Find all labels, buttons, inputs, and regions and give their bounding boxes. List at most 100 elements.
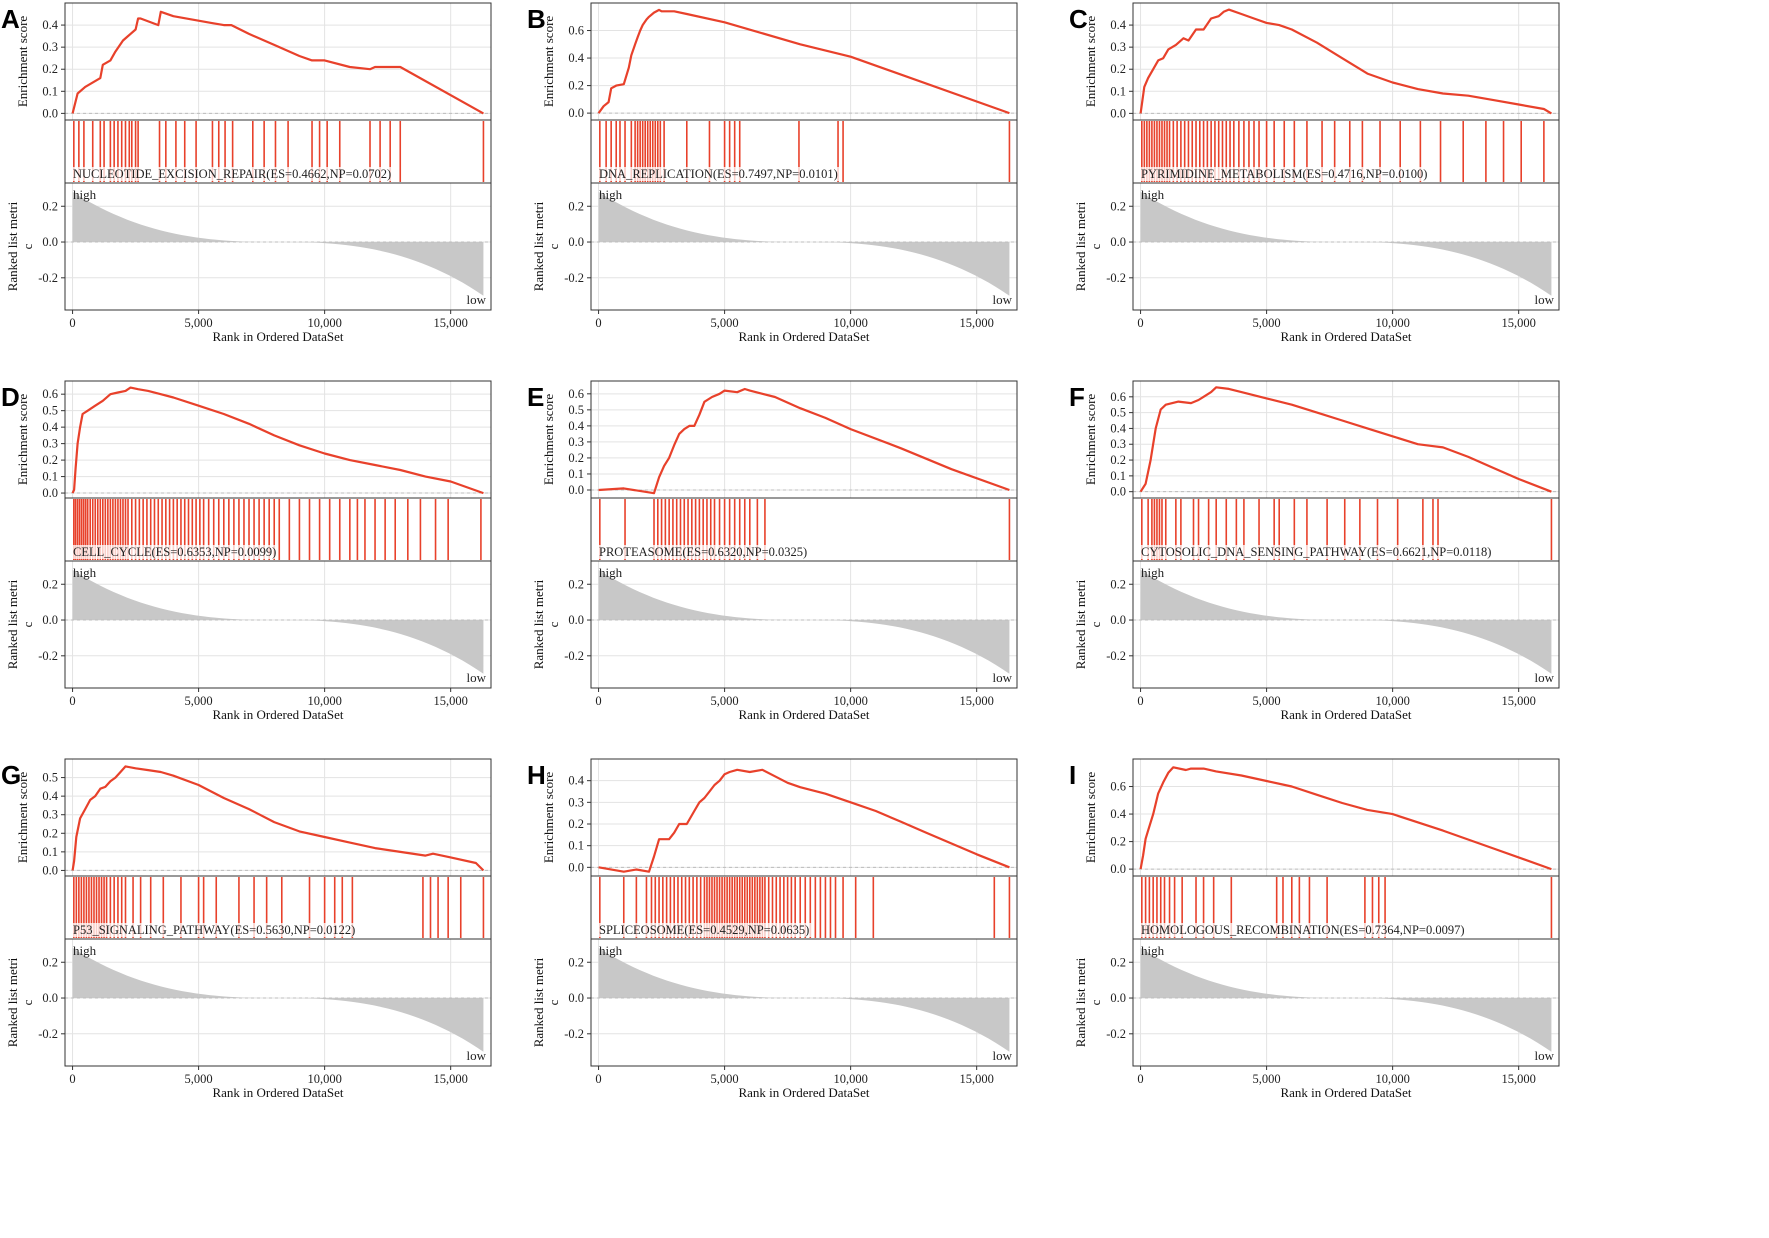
x-tick-label: 5,000 xyxy=(185,1072,213,1086)
y-tick-label: 0.3 xyxy=(42,40,58,54)
enrichment-y-axis-title: Enrichment score xyxy=(541,772,556,864)
y-tick-label: 0.2 xyxy=(1110,835,1126,849)
ranked-y-axis-title-cont: c xyxy=(1088,621,1103,627)
y-tick-label: 0.2 xyxy=(1110,453,1126,467)
x-axis-title: Rank in Ordered DataSet xyxy=(212,707,343,722)
ranked-y-axis-title: Ranked list metri xyxy=(5,201,20,291)
y-tick-label: 0.2 xyxy=(568,451,584,465)
ranked-y-axis-title-cont: c xyxy=(1088,999,1103,1005)
ranked-y-axis-title-cont: c xyxy=(546,999,561,1005)
subplot-frame xyxy=(1132,560,1560,689)
x-tick-label: 10,000 xyxy=(833,1072,867,1086)
ranked-y-axis-title: Ranked list metri xyxy=(5,579,20,669)
metric-y-tick-label: -0.2 xyxy=(564,649,584,663)
ranked-y-axis-title-cont: c xyxy=(546,243,561,249)
y-tick-label: 0.1 xyxy=(42,845,58,859)
enrichment-score-line xyxy=(1139,766,1552,871)
enrichment-score-line xyxy=(71,765,485,872)
ranked-metric-area xyxy=(72,569,484,674)
metric-y-tick-label: 0.2 xyxy=(1110,577,1126,591)
y-tick-label: 0.2 xyxy=(42,62,58,76)
ranked-y-axis-title-cont: c xyxy=(20,621,35,627)
panel-letter: E xyxy=(527,382,545,412)
enrichment-y-axis-title: Enrichment score xyxy=(541,394,556,486)
gsea-panel: PYRIMIDINE_METABOLISM(ES=0.4716,NP=0.010… xyxy=(1073,2,1560,344)
x-tick-label: 10,000 xyxy=(1375,694,1409,708)
ranked-y-axis-title-cont: c xyxy=(20,999,35,1005)
ranked-metric-area xyxy=(72,947,484,1052)
x-tick-label: 0 xyxy=(1137,694,1143,708)
metric-y-tick-label: -0.2 xyxy=(564,271,584,285)
y-tick-label: 0.5 xyxy=(568,403,584,417)
x-tick-label: 15,000 xyxy=(1501,1072,1535,1086)
enrichment-score-line xyxy=(1139,8,1552,115)
gene-set-label: NUCLEOTIDE_EXCISION_REPAIR(ES=0.4662,NP=… xyxy=(73,167,391,181)
y-tick-label: 0.4 xyxy=(1110,18,1126,32)
metric-y-tick-label: -0.2 xyxy=(38,271,58,285)
x-axis-title: Rank in Ordered DataSet xyxy=(1280,1085,1411,1100)
x-tick-label: 5,000 xyxy=(711,1072,739,1086)
x-tick-label: 5,000 xyxy=(711,316,739,330)
subplot-frame xyxy=(590,380,1018,499)
y-tick-label: 0.3 xyxy=(568,435,584,449)
y-tick-label: 0.1 xyxy=(568,839,584,853)
x-tick-label: 10,000 xyxy=(307,694,341,708)
ranked-metric-area xyxy=(72,191,484,296)
low-label: low xyxy=(993,292,1013,307)
high-label: high xyxy=(73,187,97,202)
ranked-metric-area xyxy=(598,569,1010,674)
metric-y-tick-label: 0.2 xyxy=(42,955,58,969)
low-label: low xyxy=(993,670,1013,685)
gene-set-label: CYTOSOLIC_DNA_SENSING_PATHWAY(ES=0.6621,… xyxy=(1141,545,1491,559)
y-tick-label: 0.1 xyxy=(42,84,58,98)
y-tick-label: 0.4 xyxy=(42,18,58,32)
x-tick-label: 0 xyxy=(1137,1072,1143,1086)
metric-y-tick-label: 0.0 xyxy=(42,991,58,1005)
subplot-frame xyxy=(64,938,492,1067)
x-tick-label: 10,000 xyxy=(307,316,341,330)
metric-y-tick-label: -0.2 xyxy=(1106,1027,1126,1041)
x-tick-label: 10,000 xyxy=(1375,316,1409,330)
metric-y-tick-label: 0.2 xyxy=(42,577,58,591)
x-tick-label: 10,000 xyxy=(833,694,867,708)
gene-set-label-bg xyxy=(71,167,394,181)
enrichment-score-line xyxy=(598,768,1010,873)
enrichment-y-axis-title: Enrichment score xyxy=(15,772,30,864)
y-tick-label: 0.4 xyxy=(1110,421,1126,435)
low-label: low xyxy=(467,292,487,307)
ranked-metric-area xyxy=(1140,569,1552,674)
gsea-panel: HOMOLOGOUS_RECOMBINATION(ES=0.7364,NP=0.… xyxy=(1073,758,1560,1100)
ranked-y-axis-title: Ranked list metri xyxy=(1073,579,1088,669)
y-tick-label: 0.6 xyxy=(42,387,58,401)
gene-set-label-bg xyxy=(71,545,279,559)
x-tick-label: 10,000 xyxy=(833,316,867,330)
metric-y-tick-label: -0.2 xyxy=(38,1027,58,1041)
enrichment-score-line xyxy=(1139,386,1552,493)
metric-y-tick-label: 0.2 xyxy=(568,955,584,969)
y-tick-label: 0.0 xyxy=(1110,106,1126,120)
low-label: low xyxy=(467,670,487,685)
x-tick-label: 5,000 xyxy=(185,694,213,708)
y-tick-label: 0.0 xyxy=(1110,485,1126,499)
x-tick-label: 15,000 xyxy=(433,1072,467,1086)
y-tick-label: 0.6 xyxy=(1110,780,1126,794)
enrichment-score-line xyxy=(71,10,484,115)
ranked-metric-area xyxy=(598,947,1010,1052)
gsea-panel: CYTOSOLIC_DNA_SENSING_PATHWAY(ES=0.6621,… xyxy=(1073,380,1560,722)
y-tick-label: 0.2 xyxy=(42,826,58,840)
high-label: high xyxy=(599,565,623,580)
panel-letter: B xyxy=(527,4,546,34)
subplot-frame xyxy=(1132,938,1560,1067)
gene-set-label: CELL_CYCLE(ES=0.6353,NP=0.0099) xyxy=(73,545,276,559)
y-tick-label: 0.2 xyxy=(1110,62,1126,76)
metric-y-tick-label: 0.0 xyxy=(568,991,584,1005)
y-tick-label: 0.0 xyxy=(42,486,58,500)
panel-letter: I xyxy=(1069,760,1077,790)
panel-letter: A xyxy=(1,4,20,34)
gene-set-label-bg xyxy=(1139,923,1467,937)
y-tick-label: 0.0 xyxy=(568,106,584,120)
metric-y-tick-label: 0.0 xyxy=(42,235,58,249)
gene-set-label: PROTEASOME(ES=0.6320,NP=0.0325) xyxy=(599,545,807,559)
panel-letter: D xyxy=(1,382,20,412)
